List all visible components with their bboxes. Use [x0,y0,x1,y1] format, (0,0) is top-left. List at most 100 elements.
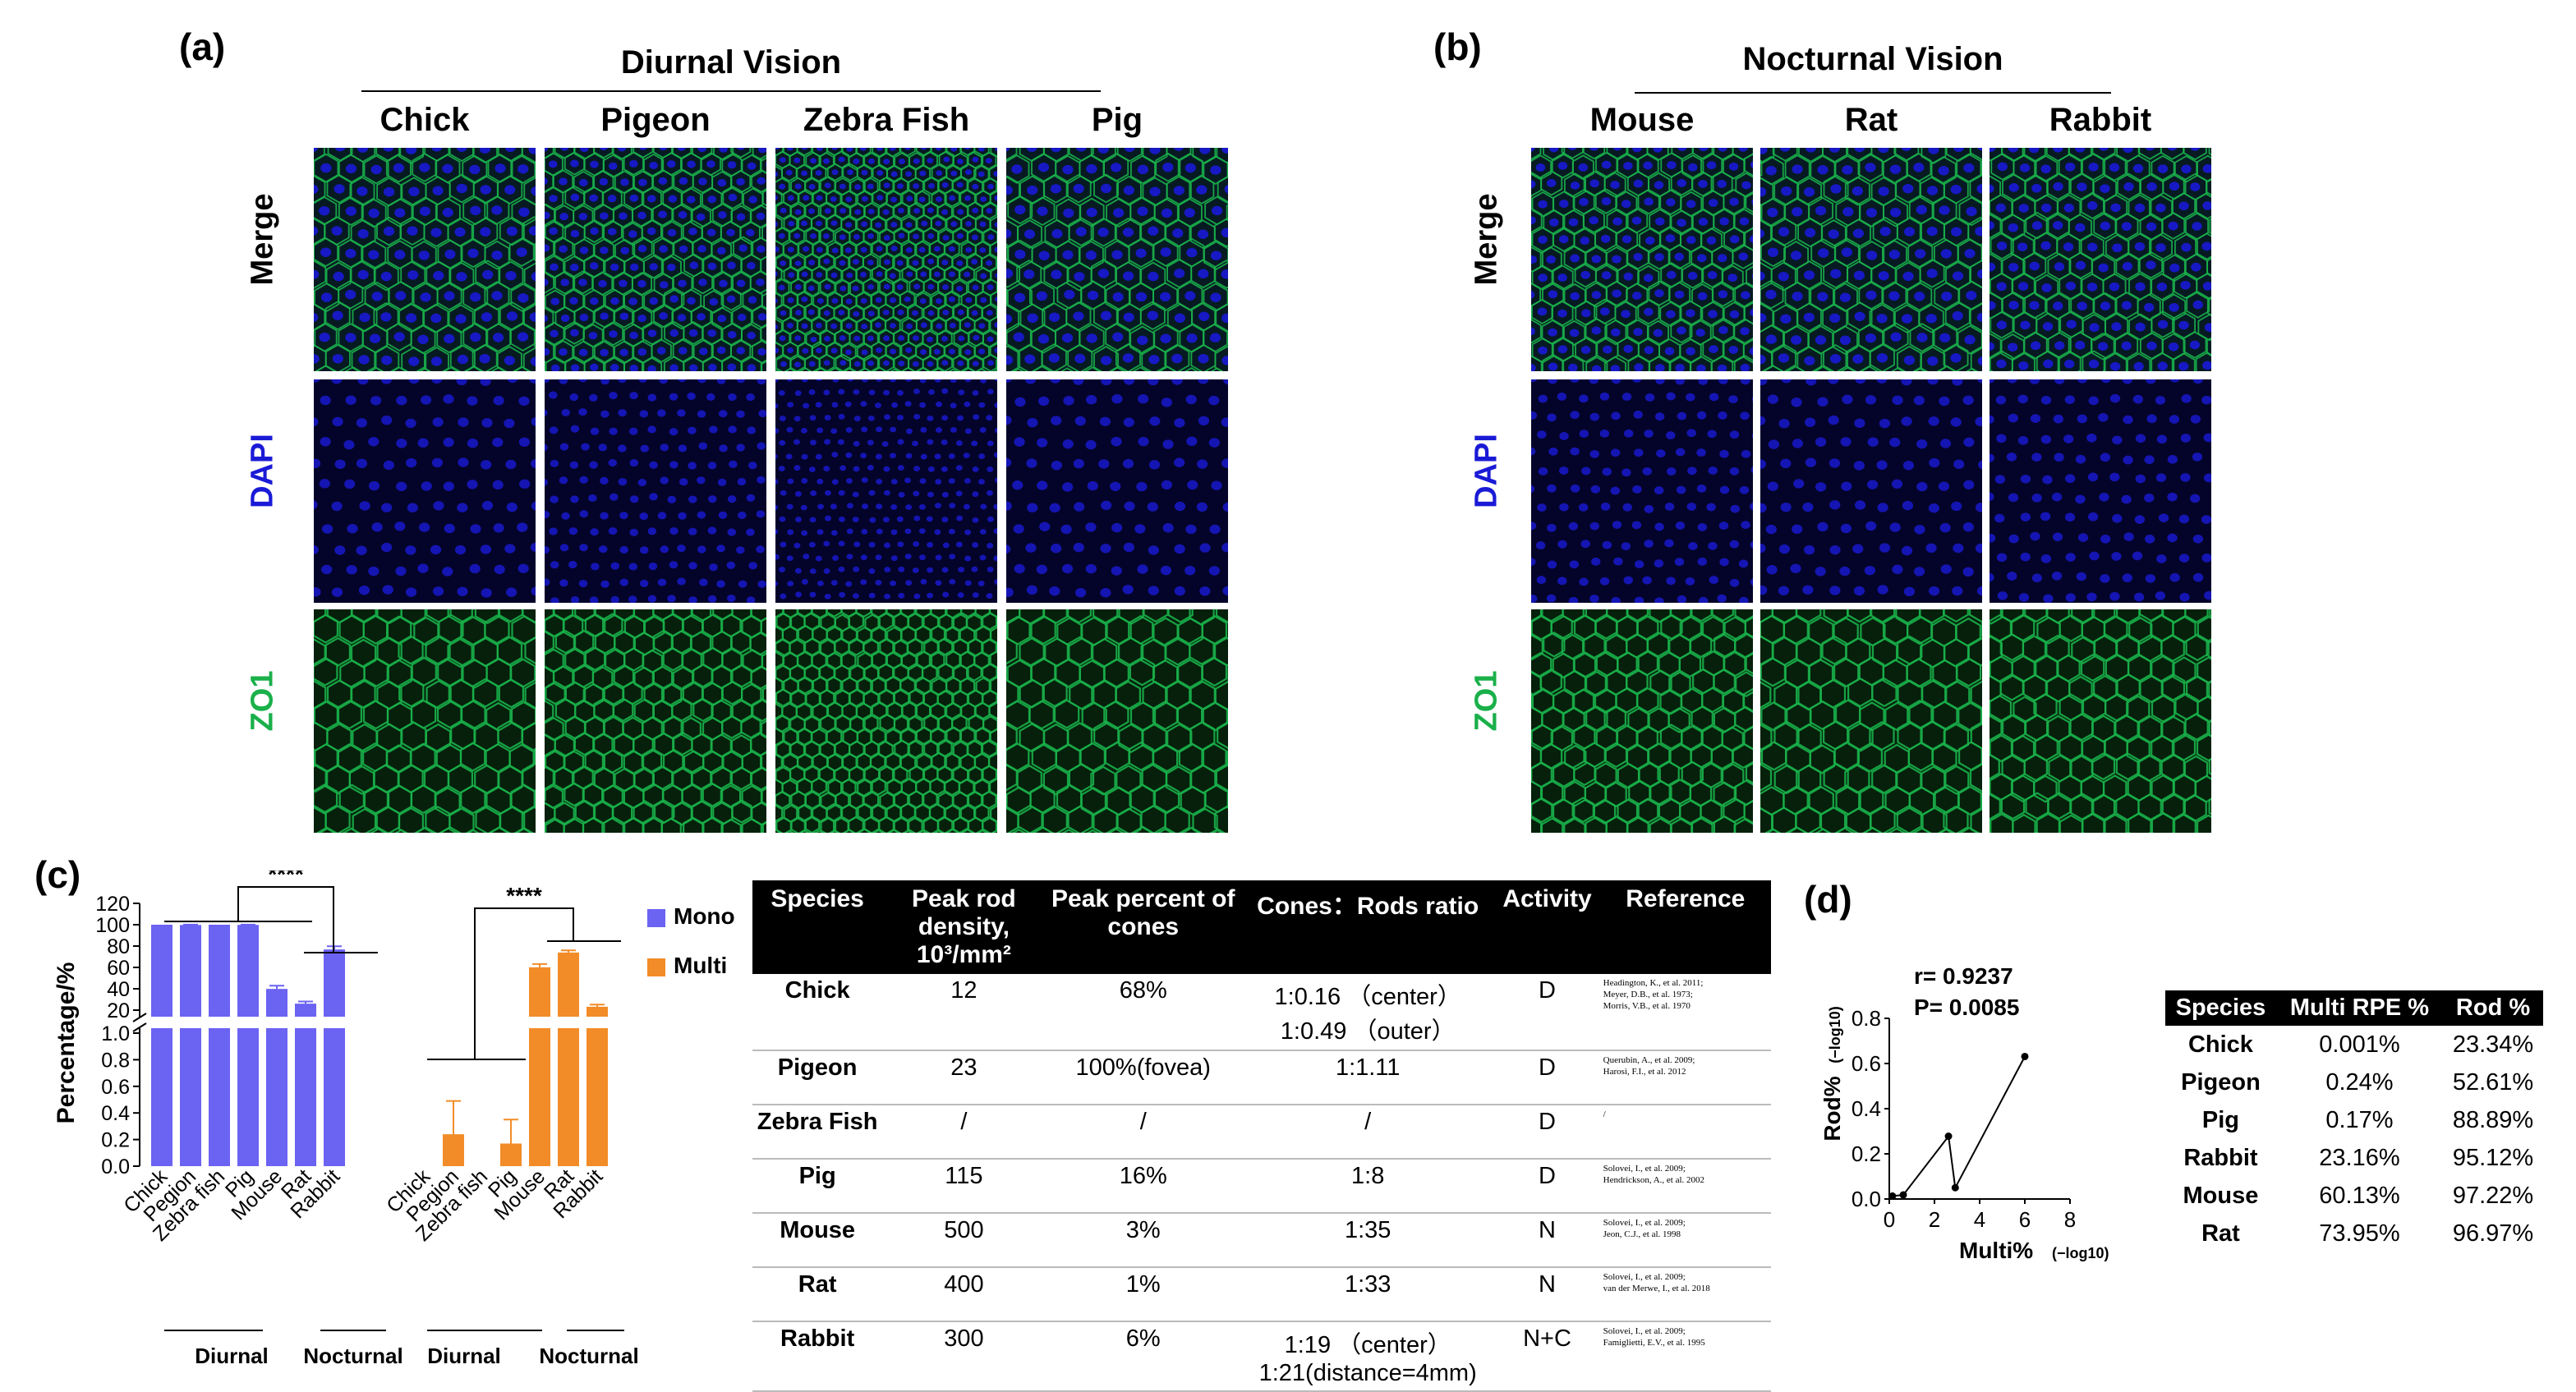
panel-label-b: (b) [1433,25,1482,69]
y-tick-label: 0.8 [101,1049,130,1072]
cell-multi-rpe: 0.17% [2276,1101,2443,1139]
cell-density: 400 [882,1267,1045,1321]
th2-species: Species [2165,990,2276,1026]
micrograph-zo1-zebrafish [775,609,997,833]
bar-mono-0 [151,925,172,1017]
cell-activity: N [1494,1213,1599,1267]
micrograph-image [1006,379,1228,603]
y-tick-label: 1.0 [101,1022,130,1045]
row-label-zo1-b: ZO1 [1470,652,1505,751]
nocturnal-underline [1635,92,2111,94]
row-label-dapi-a: DAPI [246,422,281,521]
micrograph-zo1-pigeon [545,609,766,833]
cell-ratio: 1:0.16 （center）1:0.49 （outer） [1241,974,1494,1050]
rpe-rod-table-header: Species Multi RPE % Rod % [2165,990,2543,1026]
cell-species: Pig [2165,1101,2276,1139]
legend-multi-label: Multi [674,953,727,978]
micrograph-image [1006,609,1228,833]
micrograph-image [1760,609,1982,833]
cell-species: Mouse [2165,1177,2276,1215]
cell-multi-rpe: 60.13% [2276,1177,2443,1215]
bar-multi-6-lower [586,1028,608,1166]
cell-species: Chick [2165,1026,2276,1064]
bar-multi-5-lower [558,1028,579,1166]
bar-mono-1-lower [180,1028,201,1166]
legend-multi: Multi [647,953,727,979]
col-label-zebrafish: Zebra Fish [775,102,997,139]
y-tick-label: 0.4 [101,1102,130,1125]
row-label-dapi-b: DAPI [1470,422,1505,521]
group-label: Nocturnal [303,1344,402,1368]
cell-ratio: 1:33 [1241,1267,1494,1321]
micrograph-dapi-rabbit [1990,379,2211,603]
th-reference: Reference [1600,880,1771,974]
y-tick-label: 120 [95,893,130,916]
micrograph-image [1990,148,2211,371]
cell-ref: Solovei, I., et al. 2009;Famiglietti, E.… [1600,1321,1771,1391]
micrograph-image [775,609,997,833]
bar-mono-6 [324,949,345,1017]
y-tick-label: 20 [107,999,130,1022]
col-label-pig: Pig [1006,102,1228,139]
micrograph-dapi-rat [1760,379,1982,603]
cell-multi-rpe: 0.001% [2276,1026,2443,1064]
bar-multi-4 [529,967,550,1017]
cell-cones: 16% [1046,1159,1241,1213]
significance-label: **** [268,871,304,887]
bar-mono-2-lower [209,1028,230,1166]
species-table: Species Peak rod density, 10³/mm² Peak p… [752,880,1771,1392]
y-tick-label: 60 [107,957,130,980]
cell-multi-rpe: 73.95% [2276,1215,2443,1252]
cell-ratio: 1:8 [1241,1159,1494,1213]
legend-mono: Mono [647,903,735,930]
micrograph-image [545,609,766,833]
micrograph-image [775,379,997,603]
y-tick-label: 100 [95,914,130,937]
cell-cones: / [1046,1105,1241,1159]
legend-multi-swatch [647,958,665,976]
y-tick-label: 0.4 [1852,1096,1881,1121]
group-label: Nocturnal [539,1344,638,1368]
micrograph-merge-chick [314,148,536,371]
scatter-x-label-sub: (−log10) [2052,1245,2109,1261]
scatter-axes [1889,1018,2070,1199]
scatter-point [1888,1192,1896,1200]
cell-species: Chick [752,974,882,1050]
cell-cones: 3% [1046,1213,1241,1267]
th-species: Species [752,880,882,974]
col-label-rat: Rat [1760,102,1982,139]
micrograph-dapi-chick [314,379,536,603]
micrograph-dapi-mouse [1531,379,1753,603]
panel-label-a: (a) [179,25,225,69]
bar-mono-2 [209,925,230,1017]
legend-mono-swatch [647,909,665,927]
scatter-point [1900,1192,1907,1199]
cell-rod: 52.61% [2443,1064,2543,1101]
cell-density: 12 [882,974,1045,1050]
scatter-line [1893,1057,2025,1197]
x-tick-label: 0 [1884,1207,1895,1232]
th2-rod: Rod % [2443,990,2543,1026]
micrograph-image [775,148,997,371]
bar-multi-1 [443,1134,464,1166]
cell-species: Mouse [752,1213,882,1267]
x-tick-label: 8 [2064,1207,2076,1232]
diurnal-title: Diurnal Vision [361,44,1101,81]
bar-mono-6-lower [324,1028,345,1166]
nocturnal-title: Nocturnal Vision [1635,41,2111,78]
cell-ref: Solovei, I., et al. 2009;van der Merwe, … [1600,1267,1771,1321]
y-tick-label: 0.0 [1852,1187,1881,1211]
cell-species: Zebra Fish [752,1105,882,1159]
significance-label: **** [506,883,542,908]
y-tick-label: 0.2 [101,1129,130,1152]
bar-mono-5 [295,1004,316,1017]
micrograph-merge-rabbit [1990,148,2211,371]
y-tick-label: 40 [107,978,130,1001]
legend-mono-label: Mono [674,903,735,929]
cell-activity: N [1494,1267,1599,1321]
y-axis-label: Percentage/% [53,962,80,1124]
